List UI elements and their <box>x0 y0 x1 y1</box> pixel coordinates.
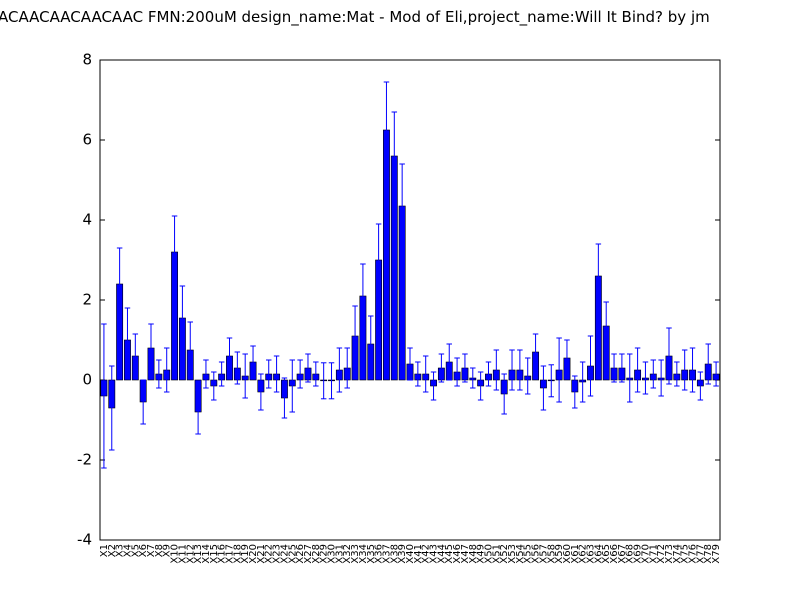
x-tick-label: X44 <box>436 544 447 564</box>
x-tick-label: X18 <box>232 544 243 564</box>
x-tick-label: X79 <box>711 544 722 564</box>
x-tick-label: X23 <box>272 544 283 564</box>
x-tick-label: X73 <box>664 544 675 564</box>
x-tick-label: X63 <box>586 544 597 564</box>
x-tick-label: X58 <box>546 544 557 564</box>
x-tick-label: X22 <box>264 544 275 564</box>
x-tick-label: X32 <box>342 544 353 564</box>
x-tick-label: X37 <box>381 544 392 564</box>
x-tick-label: X21 <box>256 544 267 564</box>
x-tick-label: X27 <box>303 544 314 564</box>
x-tick-label: X8 <box>154 544 165 557</box>
x-tick-label: X30 <box>327 544 338 564</box>
x-tick-label: X35 <box>366 544 377 564</box>
y-tick-label: 4 <box>82 211 92 229</box>
x-tick-label: X72 <box>656 544 667 564</box>
x-tick-label: X76 <box>688 544 699 564</box>
x-tick-label: X62 <box>578 544 589 564</box>
x-tick-label: X51 <box>491 544 502 564</box>
x-tick-label: X2 <box>107 544 118 557</box>
y-tick-label: 6 <box>82 131 92 149</box>
x-tick-label: X52 <box>499 544 510 564</box>
x-tick-label: X3 <box>115 544 126 557</box>
x-tick-label: X47 <box>460 544 471 564</box>
x-tick-label: X38 <box>389 544 400 564</box>
x-tick-label: X54 <box>515 544 526 564</box>
x-tick-label: X4 <box>122 544 133 557</box>
x-tick-label: X78 <box>703 544 714 564</box>
x-tick-label: X40 <box>405 544 416 564</box>
x-tick-label: X45 <box>444 544 455 564</box>
x-tick-label: X42 <box>421 544 432 564</box>
x-tick-label: X39 <box>397 544 408 564</box>
chart-title: ACAACAACAACAAC FMN:200uM design_name:Mat… <box>0 8 710 27</box>
x-tick-label: X34 <box>358 544 369 564</box>
x-tick-label: X48 <box>468 544 479 564</box>
x-tick-label: X68 <box>625 544 636 564</box>
x-tick-label: X53 <box>507 544 518 564</box>
x-tick-label: X36 <box>374 544 385 564</box>
x-tick-label: X41 <box>413 544 424 564</box>
x-tick-label: X29 <box>319 544 330 564</box>
x-tick-label: X61 <box>570 544 581 564</box>
x-tick-label: X77 <box>695 544 706 564</box>
x-tick-label: X60 <box>562 544 573 564</box>
x-tick-label: X46 <box>452 544 463 564</box>
y-tick-label: 2 <box>82 291 92 309</box>
y-tick-label: 0 <box>82 371 92 389</box>
plot-frame <box>99 59 721 541</box>
x-tick-label: X12 <box>185 544 196 564</box>
x-tick-label: X70 <box>640 544 651 564</box>
x-tick-label: X15 <box>209 544 220 564</box>
x-tick-label: X7 <box>146 544 157 557</box>
x-tick-label: X11 <box>177 544 188 564</box>
x-tick-label: X17 <box>224 544 235 564</box>
x-tick-label: X16 <box>217 544 228 564</box>
y-tick-label: 8 <box>82 51 92 69</box>
x-tick-label: X50 <box>483 544 494 564</box>
x-tick-label: X1 <box>99 544 110 557</box>
x-tick-label: X43 <box>429 544 440 564</box>
x-tick-label: X49 <box>476 544 487 564</box>
x-tick-label: X28 <box>311 544 322 564</box>
x-tick-label: X5 <box>130 544 141 557</box>
x-tick-label: X67 <box>617 544 628 564</box>
x-tick-label: X56 <box>531 544 542 564</box>
x-tick-label: X10 <box>170 544 181 564</box>
x-tick-label: X33 <box>350 544 361 564</box>
x-tick-label: X25 <box>287 544 298 564</box>
x-tick-label: X20 <box>248 544 259 564</box>
x-tick-label: X71 <box>648 544 659 564</box>
x-tick-label: X9 <box>162 544 173 557</box>
y-tick-label: -2 <box>77 451 92 469</box>
x-tick-label: X65 <box>601 544 612 564</box>
x-tick-label: X69 <box>633 544 644 564</box>
x-tick-label: X24 <box>279 544 290 564</box>
x-tick-label: X64 <box>593 544 604 564</box>
x-tick-label: X66 <box>609 544 620 564</box>
x-tick-label: X59 <box>554 544 565 564</box>
x-tick-label: X6 <box>138 544 149 557</box>
y-tick-label: -4 <box>77 531 92 549</box>
x-tick-label: X26 <box>295 544 306 564</box>
x-tick-label: X13 <box>193 544 204 564</box>
x-tick-label: X14 <box>201 544 212 564</box>
x-tick-label: X55 <box>523 544 534 564</box>
x-tick-label: X31 <box>334 544 345 564</box>
x-tick-label: X57 <box>538 544 549 564</box>
x-tick-label: X19 <box>240 544 251 564</box>
x-tick-label: X74 <box>672 544 683 564</box>
x-tick-label: X75 <box>680 544 691 564</box>
